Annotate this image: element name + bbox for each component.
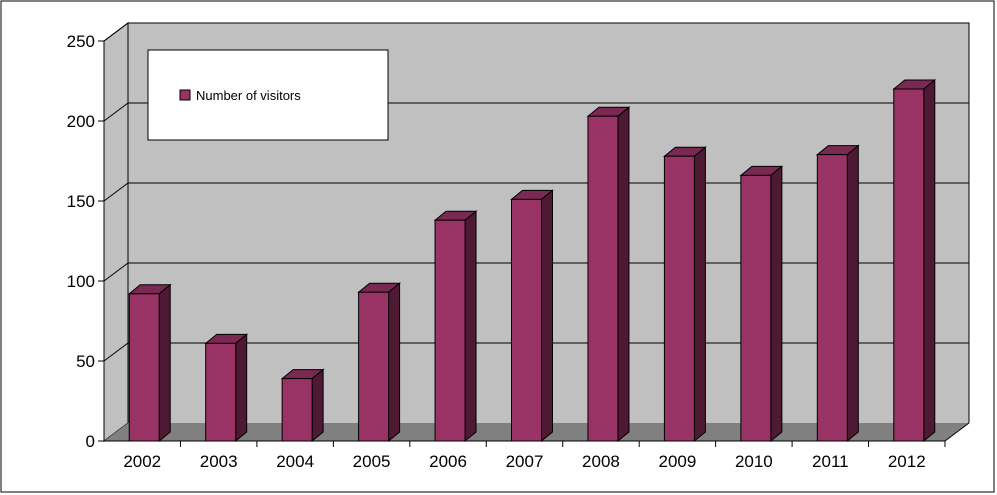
bar-side-face <box>541 189 553 443</box>
bar-front-face <box>434 219 466 442</box>
x-tick-label: 2003 <box>200 452 238 471</box>
bar-2004 <box>280 368 325 443</box>
bar-front-face <box>587 115 619 442</box>
x-tick-label: 2002 <box>123 452 161 471</box>
bar-2006 <box>433 210 478 443</box>
bar-2007 <box>510 189 554 443</box>
bar-2010 <box>739 165 784 443</box>
x-tick-label: 2006 <box>429 452 467 471</box>
back-wall-border <box>127 22 970 423</box>
x-tick-label: 2010 <box>735 452 773 471</box>
bar-side-face <box>617 106 630 443</box>
bar-front-face <box>740 174 772 442</box>
bar-side-face <box>770 165 783 443</box>
bar-side-face <box>158 283 171 443</box>
x-tick-label: 2008 <box>582 452 620 471</box>
x-tick-label: 2005 <box>353 452 391 471</box>
bar-front-face <box>205 342 237 442</box>
bar-side-face <box>464 210 477 443</box>
bar-side-face <box>846 144 859 443</box>
bar-side-face <box>311 368 324 443</box>
y-tick-label: 0 <box>86 432 95 451</box>
bar-front-face <box>511 198 542 442</box>
x-tick-label: 2011 <box>812 452 849 471</box>
bar-front-face <box>128 293 160 442</box>
bar-side-face <box>923 78 936 443</box>
bar-front-face <box>281 378 313 442</box>
x-tick-label: 2012 <box>888 452 926 471</box>
legend-swatch <box>179 89 191 101</box>
y-tick-label: 100 <box>67 272 95 291</box>
bar-side-face <box>388 282 401 443</box>
y-tick-label: 150 <box>67 192 95 211</box>
legend-label: Number of visitors <box>196 88 301 103</box>
x-tick-label: 2004 <box>276 452 314 471</box>
floor-edge-line <box>944 422 970 442</box>
bar-front-face <box>816 154 848 442</box>
x-tick-label: 2009 <box>658 452 696 471</box>
bar-side-face <box>235 333 248 443</box>
bar-front-face <box>663 155 695 442</box>
bar-2009 <box>663 146 707 443</box>
y-tick-label: 250 <box>67 32 95 51</box>
bar-2011 <box>815 144 860 443</box>
y-tick-label: 50 <box>76 352 95 371</box>
side-wall <box>103 22 129 442</box>
legend: Number of visitors <box>147 49 389 141</box>
bar-2008 <box>586 106 631 443</box>
bar-front-face <box>893 88 925 442</box>
bar-side-face <box>693 146 706 443</box>
bar-2005 <box>357 282 401 443</box>
bar-front-face <box>358 291 390 442</box>
bar-2012 <box>892 78 937 443</box>
x-tick-label: 2007 <box>506 452 544 471</box>
bar-2002 <box>127 283 172 443</box>
bar-2003 <box>204 333 249 443</box>
y-tick-label: 200 <box>67 112 95 131</box>
